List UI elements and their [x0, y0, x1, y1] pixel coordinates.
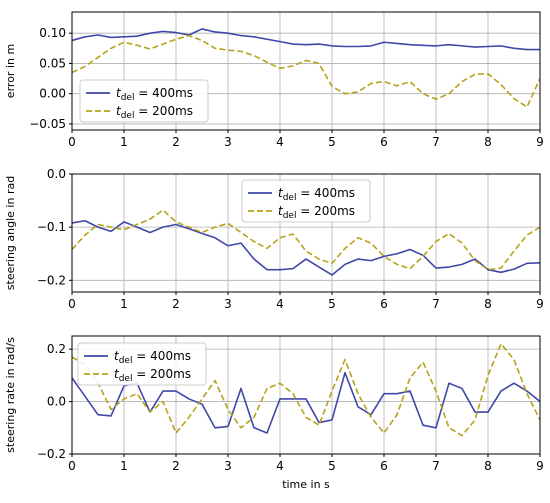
x-axis-label: time in s	[282, 478, 330, 491]
x-tick-label: 4	[276, 459, 284, 473]
legend-box	[77, 342, 207, 386]
x-tick-label: 5	[328, 297, 336, 311]
axes-frame	[71, 173, 541, 293]
subplot-1: 0 1 2 3 4 5 6 7 8 9 −0.05 0.00 0.05 0.10 error in m tde…	[4, 11, 544, 149]
x-tick-label: 9	[536, 297, 544, 311]
y-tick-label: −0.1	[37, 220, 66, 234]
x-tick-label: 7	[432, 135, 440, 149]
x-tick-label: 0	[68, 297, 76, 311]
x-tick-label: 6	[380, 297, 388, 311]
y-tick-label: 0.00	[39, 87, 66, 101]
legend-label: tdel = 400ms	[278, 186, 355, 203]
y-tick-label: −0.2	[37, 273, 66, 287]
x-tick-label: 1	[120, 459, 128, 473]
series-line-2	[71, 343, 541, 437]
y-tick-label: 0.10	[39, 26, 66, 40]
y-axis-label: steering angle in rad	[4, 176, 17, 290]
y-tick-label: 0.0	[47, 167, 66, 181]
x-tick-label: 4	[276, 135, 284, 149]
legend-label: tdel = 200ms	[278, 204, 355, 221]
y-tick-label: −0.2	[37, 447, 66, 461]
series-line-1	[71, 28, 540, 51]
x-tick-label: 9	[536, 135, 544, 149]
x-tick-label: 2	[172, 459, 180, 473]
y-axis-label: steering rate in rad/s	[4, 337, 17, 453]
x-tick-label: 8	[484, 459, 492, 473]
legend-label: tdel = 200ms	[114, 367, 191, 384]
y-tick-label: 0.0	[47, 395, 66, 409]
x-tick-label: 8	[484, 135, 492, 149]
x-tick-label: 8	[484, 297, 492, 311]
series-line-1	[71, 219, 541, 276]
x-tick-label: 6	[380, 459, 388, 473]
x-tick-label: 5	[328, 459, 336, 473]
x-tick-label: 0	[68, 459, 76, 473]
legend-label: tdel = 400ms	[116, 86, 193, 103]
x-tick-label: 0	[68, 135, 76, 149]
x-tick-label: 6	[380, 135, 388, 149]
series-line-2	[71, 34, 541, 108]
legend-box	[79, 79, 209, 123]
axes-frame	[71, 335, 541, 455]
y-tick-label: −0.05	[29, 117, 66, 131]
axes-frame	[71, 11, 541, 131]
x-tick-label: 5	[328, 135, 336, 149]
x-tick-label: 3	[224, 459, 232, 473]
y-axis-label: error in m	[4, 44, 17, 98]
x-tick-label: 3	[224, 135, 232, 149]
subplot-3: 0 1 2 3 4 5 6 7 8 9 −0.2 0.0 0.2 steering rate in rad…	[4, 335, 544, 491]
x-tick-label: 2	[172, 297, 180, 311]
x-tick-label: 3	[224, 297, 232, 311]
x-tick-label: 9	[536, 459, 544, 473]
x-tick-label: 1	[120, 297, 128, 311]
subplot-2: 0 1 2 3 4 5 6 7 8 9 −0.2 −0.1 0.0 steering angle in r…	[4, 167, 544, 311]
y-tick-label: 0.2	[47, 342, 66, 356]
x-tick-label: 7	[432, 297, 440, 311]
x-tick-label: 1	[120, 135, 128, 149]
y-tick-label: 0.05	[39, 56, 66, 70]
legend-label: tdel = 400ms	[114, 349, 191, 366]
x-tick-label: 2	[172, 135, 180, 149]
x-tick-label: 4	[276, 297, 284, 311]
x-tick-label: 7	[432, 459, 440, 473]
legend-box	[241, 179, 371, 223]
series-line-2	[71, 209, 541, 271]
legend-label: tdel = 200ms	[116, 104, 193, 121]
